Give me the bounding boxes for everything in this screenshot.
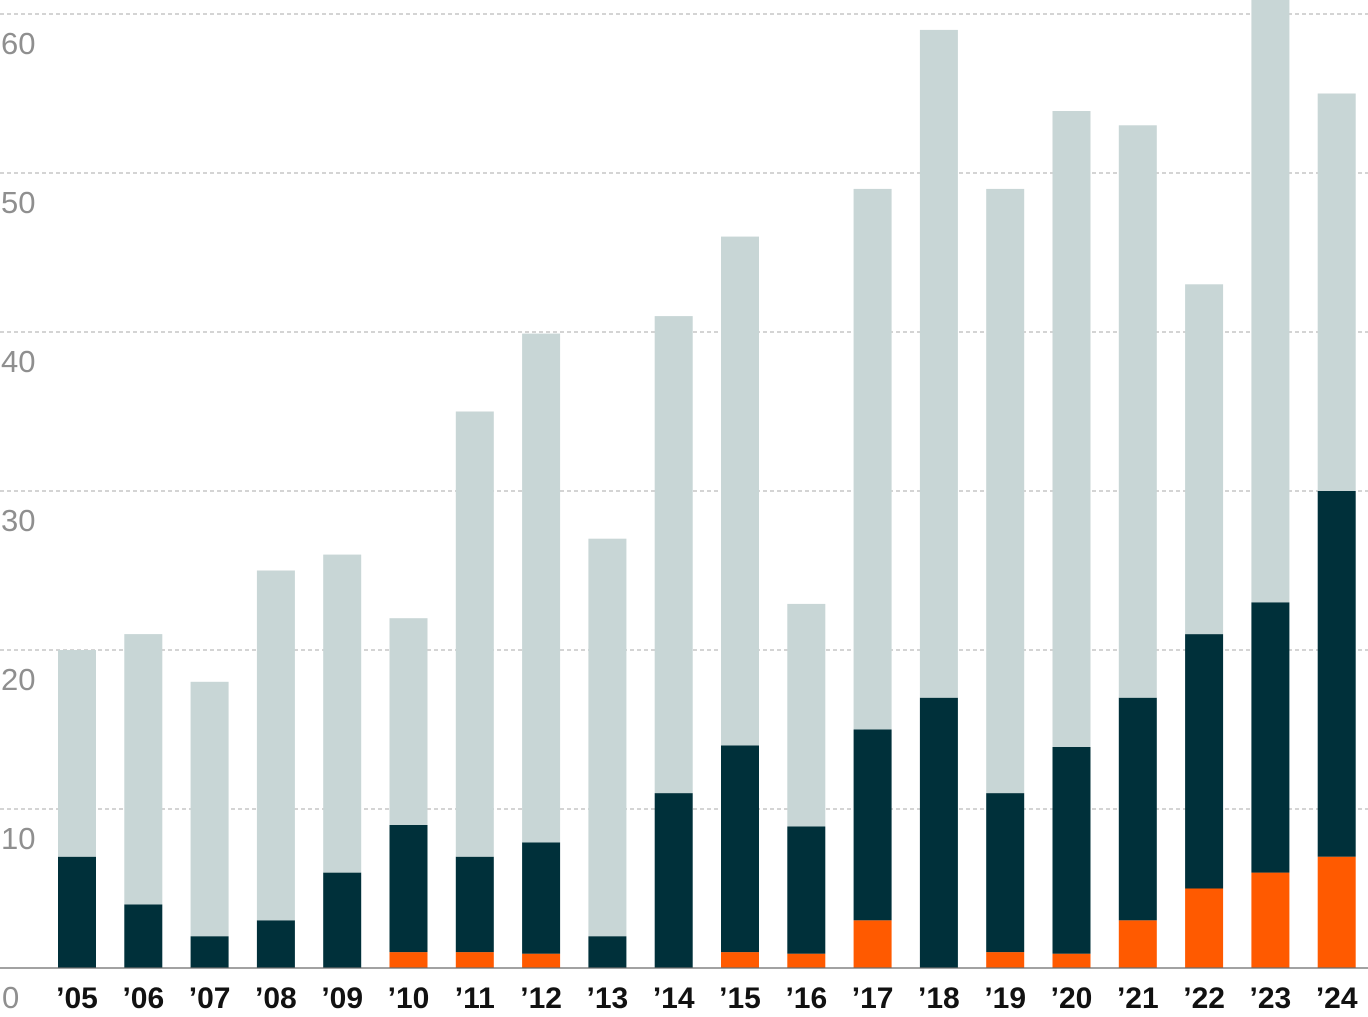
x-tick-label: ’09 [321,982,363,1015]
bar-segment-15-series-2 [1052,111,1091,747]
x-tick-label: ’07 [189,982,231,1015]
x-axis-tick-labels: ’05 ’06 ’07 ’08 ’09 ’10 ’11 ’12 ’13 ’14 ’15 ’16 ’17 ’… [56,982,1358,1015]
x-tick-label: ’16 [785,982,827,1015]
x-tick-label: ’19 [984,982,1026,1015]
bar-segment-12-series-0 [853,920,892,968]
bar-segment-4-series-1 [323,872,362,968]
bar-segment-3-series-1 [256,920,295,968]
bar-segment-15-series-1 [1052,747,1091,954]
x-tick-label: ’06 [122,982,164,1015]
bar-segment-4-series-2 [323,554,362,873]
y-tick-label: 10 [1,821,35,856]
x-tick-label: ’24 [1316,982,1358,1015]
bar-segment-17-series-2 [1185,284,1224,635]
x-tick-label: ’15 [719,982,761,1015]
bar-segment-10-series-1 [721,745,759,953]
x-tick-label: ’20 [1051,982,1093,1015]
bar-segment-5-series-0 [389,952,428,968]
bar-segment-12-series-2 [853,188,892,730]
bar-segment-1-series-1 [124,904,163,968]
x-tick-label: ’05 [56,982,98,1015]
x-tick-label: ’14 [653,982,695,1015]
bar-segment-5-series-2 [389,618,428,825]
y-tick-label: 30 [1,503,35,538]
x-tick-label: ’18 [918,982,960,1015]
bar-segment-18-series-1 [1251,602,1290,873]
x-tick-label: ’22 [1183,982,1225,1015]
x-tick-label: ’11 [455,982,495,1015]
x-tick-label: ’13 [587,982,629,1015]
bar-segment-19-series-2 [1317,93,1356,491]
x-tick-label: ’10 [388,982,430,1015]
y-tick-label: 20 [1,662,35,697]
y-tick-label: 0 [2,980,19,1015]
bar-segment-16-series-0 [1118,920,1157,968]
bar-segment-6-series-0 [455,952,494,968]
x-tick-label: ’23 [1250,982,1292,1015]
bar-segment-17-series-0 [1185,888,1224,968]
y-tick-label: 50 [1,185,35,220]
y-axis-tick-labels: 0 10 20 30 40 50 60 [1,26,35,1015]
bar-segment-19-series-1 [1317,491,1356,857]
y-tick-label: 60 [1,26,35,61]
x-tick-label: ’21 [1117,982,1159,1015]
bar-segment-13-series-1 [919,697,958,968]
bar-segment-18-series-0 [1251,872,1290,968]
bar-segment-13-series-2 [919,29,958,698]
y-tick-label: 40 [1,344,35,379]
bar-segment-14-series-1 [986,793,1025,953]
bar-segment-8-series-1 [588,936,627,968]
bar-segment-0-series-2 [58,650,96,857]
bar-segment-11-series-0 [787,953,826,968]
bar-segment-15-series-0 [1052,953,1091,968]
bar-segment-8-series-2 [588,538,627,937]
bars-layer [0,0,1368,969]
bar-segment-9-series-2 [654,316,693,794]
bar-segment-0-series-1 [58,856,96,968]
bar-segment-14-series-2 [986,188,1025,794]
bar-segment-12-series-1 [853,729,892,921]
bar-segment-17-series-1 [1185,634,1224,889]
bar-segment-5-series-1 [389,824,428,953]
bar-segment-6-series-1 [455,856,494,953]
bar-segment-7-series-2 [522,333,561,843]
bar-segment-7-series-0 [522,953,561,968]
bar-segment-6-series-2 [455,411,494,857]
bar-segment-19-series-0 [1317,856,1356,968]
bar-segment-16-series-2 [1118,125,1157,698]
bar-segment-14-series-0 [986,952,1025,968]
x-tick-label: ’17 [852,982,894,1015]
x-tick-label: ’08 [255,982,297,1015]
bar-segment-10-series-0 [721,952,759,968]
bar-segment-11-series-2 [787,603,826,827]
bar-segment-1-series-2 [124,634,163,905]
bar-segment-2-series-2 [190,681,229,937]
bar-segment-11-series-1 [787,826,826,954]
bar-segment-10-series-2 [721,236,759,746]
bar-segment-16-series-1 [1118,697,1157,921]
bar-segment-18-series-2 [1251,0,1290,603]
bar-segment-7-series-1 [522,842,561,954]
bar-segment-9-series-1 [654,793,693,968]
x-tick-label: ’12 [520,982,562,1015]
bar-segment-3-series-2 [256,570,295,921]
bar-segment-2-series-1 [190,936,229,968]
